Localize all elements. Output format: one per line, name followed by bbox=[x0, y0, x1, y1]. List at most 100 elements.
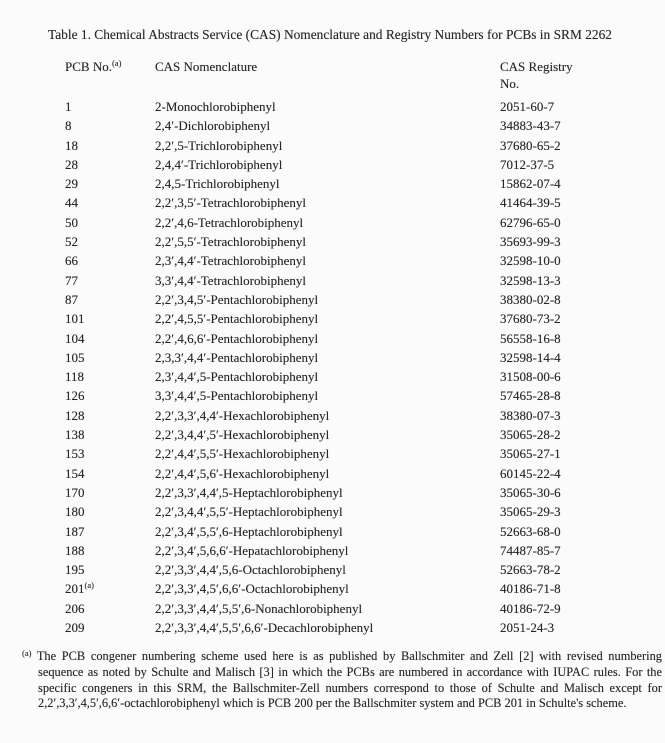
column-header-pcb-no-footnote-marker: (a) bbox=[111, 58, 122, 68]
nomenclature-cell: 2,2′,4,4′,5,5′-Hexachlorobiphenyl bbox=[155, 446, 330, 462]
registry-number-cell: 40186-72-9 bbox=[500, 600, 561, 616]
pcb-number-cell: 18 bbox=[65, 137, 78, 153]
pcb-number-cell: 170 bbox=[65, 484, 85, 500]
table-row: 101 2,2′,4,5,5′-Pentachlorobiphenyl 37680-… bbox=[65, 309, 605, 328]
table-row: 206 2,2′,3,3′,4,4′,5,5′,6-Nonachlorobiphe… bbox=[65, 599, 605, 618]
nomenclature-cell: 2,4′-Dichlorobiphenyl bbox=[155, 118, 271, 134]
nomenclature-cell: 2,2′,4,6,6′-Pentachlorobiphenyl bbox=[155, 330, 319, 346]
pcb-number-cell: 50 bbox=[65, 214, 78, 230]
nomenclature-cell: 2,2′,3,4,4′,5′-Hexachlorobiphenyl bbox=[155, 427, 330, 443]
nomenclature-cell: 2,4,5-Trichlorobiphenyl bbox=[155, 176, 280, 192]
registry-number-cell: 62796-65-0 bbox=[500, 214, 561, 230]
pcb-number-cell: 188 bbox=[65, 542, 85, 558]
table-row: 195 2,2′,3,3′,4,4′,5,6-Octachlorobiphenyl… bbox=[65, 560, 605, 579]
pcb-number-cell: 180 bbox=[65, 504, 85, 520]
registry-number-cell: 32598-10-0 bbox=[500, 253, 561, 269]
table-row: 29 2,4,5-Trichlorobiphenyl 15862-07-4 bbox=[65, 174, 605, 193]
registry-number-cell: 35065-28-2 bbox=[500, 427, 561, 443]
table-title: Table 1. Chemical Abstracts Service (CAS… bbox=[48, 27, 612, 42]
pcb-number-cell: 66 bbox=[65, 253, 78, 269]
registry-number-cell: 60145-22-4 bbox=[500, 465, 561, 481]
nomenclature-cell: 2,2′,5,5′-Tetrachlorobiphenyl bbox=[155, 234, 306, 250]
column-header-pcb-no-label: PCB No. bbox=[65, 59, 112, 74]
column-header-nomenclature: CAS Nomenclature bbox=[155, 59, 258, 74]
nomenclature-cell: 2,2′,3,3′,4,5′,6,6′-Octachlorobiphenyl bbox=[155, 581, 349, 597]
pcb-number-cell: 101 bbox=[65, 311, 85, 327]
footnote-text: The PCB congener numbering scheme used h… bbox=[36, 649, 662, 711]
column-header-pcb-no: PCB No.(a) bbox=[65, 59, 155, 92]
registry-number-cell: 37680-73-2 bbox=[500, 311, 561, 327]
pcb-number-cell: 138 bbox=[65, 427, 85, 443]
registry-number-cell: 38380-07-3 bbox=[500, 407, 561, 423]
table-row: 170 2,2′,3,3′,4,4′,5-Heptachlorobiphenyl 3… bbox=[65, 483, 605, 502]
table-row: 188 2,2′,3,4′,5,6,6′-Hepatachlorobiphenyl… bbox=[65, 541, 605, 560]
nomenclature-cell: 2,2′,3,4,4′,5,5′-Heptachlorobiphenyl bbox=[155, 504, 343, 520]
table-row: 28 2,4,4′-Trichlorobiphenyl 7012-37-5 bbox=[65, 155, 605, 174]
pcb-number-cell: 8 bbox=[65, 118, 72, 134]
registry-number-cell: 41464-39-5 bbox=[500, 195, 561, 211]
nomenclature-cell: 2,2′,5-Trichlorobiphenyl bbox=[155, 137, 283, 153]
registry-number-cell: 35693-99-3 bbox=[500, 234, 561, 250]
registry-number-cell: 31508-00-6 bbox=[500, 369, 561, 385]
table-row: 187 2,2′,3,4′,5,5′,6-Heptachlorobiphenyl 5… bbox=[65, 522, 605, 541]
table-row: 105 2,3,3′,4,4′-Pentachlorobiphenyl 32598-… bbox=[65, 348, 605, 367]
nomenclature-cell: 2,2′,3,4′,5,5′,6-Heptachlorobiphenyl bbox=[155, 523, 343, 539]
table-row: 18 2,2′,5-Trichlorobiphenyl 37680-65-2 bbox=[65, 136, 605, 155]
table-row: 1 2-Monochlorobiphenyl 2051-60-7 bbox=[65, 97, 605, 116]
registry-number-cell: 52663-68-0 bbox=[500, 523, 561, 539]
table-row: 8 2,4′-Dichlorobiphenyl 34883-43-7 bbox=[65, 116, 605, 135]
pcb-number-cell: 201(a) bbox=[65, 580, 94, 597]
registry-number-cell: 52663-78-2 bbox=[500, 562, 561, 578]
nomenclature-cell: 2,2′,4,5,5′-Pentachlorobiphenyl bbox=[155, 311, 319, 327]
table-row: 201(a) 2,2′,3,3′,4,5′,6,6′-Octachlorobiph… bbox=[65, 579, 605, 598]
footnote-marker: (a) bbox=[22, 648, 32, 658]
nomenclature-cell: 2,2′,3,3′,4,4′,5,6-Octachlorobiphenyl bbox=[155, 562, 346, 578]
registry-number-cell: 35065-29-3 bbox=[500, 504, 561, 520]
registry-number-cell: 15862-07-4 bbox=[500, 176, 561, 192]
pcb-number-cell: 118 bbox=[65, 369, 85, 385]
registry-number-cell: 74487-85-7 bbox=[500, 542, 561, 558]
nomenclature-cell: 2,2′,4,4′,5,6′-Hexachlorobiphenyl bbox=[155, 465, 330, 481]
pcb-number-cell: 105 bbox=[65, 349, 85, 365]
table-row: 180 2,2′,3,4,4′,5,5′-Heptachlorobiphenyl 3… bbox=[65, 502, 605, 521]
table-row: 66 2,3′,4,4′-Tetrachlorobiphenyl 32598-10-… bbox=[65, 251, 605, 270]
table-row: 118 2,3′,4,4′,5-Pentachlorobiphenyl 31508-… bbox=[65, 367, 605, 386]
column-header-registry-line2: No. bbox=[500, 75, 520, 91]
nomenclature-cell: 2,3′,4,4′-Tetrachlorobiphenyl bbox=[155, 253, 306, 269]
pcb-number-cell: 44 bbox=[65, 195, 78, 211]
nomenclature-cell: 2,3,3′,4,4′-Pentachlorobiphenyl bbox=[155, 349, 319, 365]
nomenclature-cell: 2,2′,3,5′-Tetrachlorobiphenyl bbox=[155, 195, 306, 211]
nomenclature-cell: 2,2′,3,4,5′-Pentachlorobiphenyl bbox=[155, 291, 319, 307]
registry-number-cell: 56558-16-8 bbox=[500, 330, 561, 346]
nomenclature-cell: 2,2′,4,6-Tetrachlorobiphenyl bbox=[155, 214, 304, 230]
registry-number-cell: 2051-60-7 bbox=[500, 99, 555, 114]
pcb-number-cell: 52 bbox=[65, 234, 78, 250]
registry-number-cell: 2051-24-3 bbox=[500, 620, 555, 636]
nomenclature-cell: 2,2′,3,3′,4,4′,5,5′,6-Nonachlorobiphenyl bbox=[155, 600, 363, 616]
table-row: 153 2,2′,4,4′,5,5′-Hexachlorobiphenyl 3506… bbox=[65, 444, 605, 463]
nomenclature-cell: 2-Monochlorobiphenyl bbox=[155, 99, 276, 114]
registry-number-cell: 35065-30-6 bbox=[500, 484, 561, 500]
registry-number-cell: 57465-28-8 bbox=[500, 388, 561, 404]
registry-number-cell: 32598-13-3 bbox=[500, 272, 561, 288]
pcb-number-cell: 195 bbox=[65, 562, 85, 578]
table-row: 209 2,2′,3,3′,4,4′,5,5′,6,6′-Decachlorobi… bbox=[65, 618, 605, 637]
registry-number-cell: 38380-02-8 bbox=[500, 291, 561, 307]
registry-number-cell: 35065-27-1 bbox=[500, 446, 561, 462]
pcb-number-cell: 77 bbox=[65, 272, 78, 288]
pcb-number-cell: 128 bbox=[65, 407, 85, 423]
registry-number-cell: 7012-37-5 bbox=[500, 156, 555, 172]
table-row: 50 2,2′,4,6-Tetrachlorobiphenyl 62796-65-0 bbox=[65, 213, 605, 232]
table-row: 128 2,2′,3,3′,4,4′-Hexachlorobiphenyl 3838… bbox=[65, 406, 605, 425]
nomenclature-cell: 2,2′,3,4′,5,6,6′-Hepatachlorobiphenyl bbox=[155, 542, 349, 558]
pcb-number-cell: 29 bbox=[65, 176, 78, 192]
nomenclature-cell: 2,2′,3,3′,4,4′,5-Heptachlorobiphenyl bbox=[155, 484, 343, 500]
table-row: 154 2,2′,4,4′,5,6′-Hexachlorobiphenyl 6014… bbox=[65, 464, 605, 483]
pcb-number-cell: 126 bbox=[65, 388, 85, 404]
table-body: 1 2-Monochlorobiphenyl 2051-60-7 8 2,4′-Dich… bbox=[65, 97, 605, 637]
pcb-number-cell: 209 bbox=[65, 620, 85, 636]
pcb-number-cell: 1 bbox=[65, 99, 72, 114]
pcb-number-cell: 87 bbox=[65, 291, 78, 307]
table-row: 77 3,3′,4,4′-Tetrachlorobiphenyl 32598-13-… bbox=[65, 271, 605, 290]
